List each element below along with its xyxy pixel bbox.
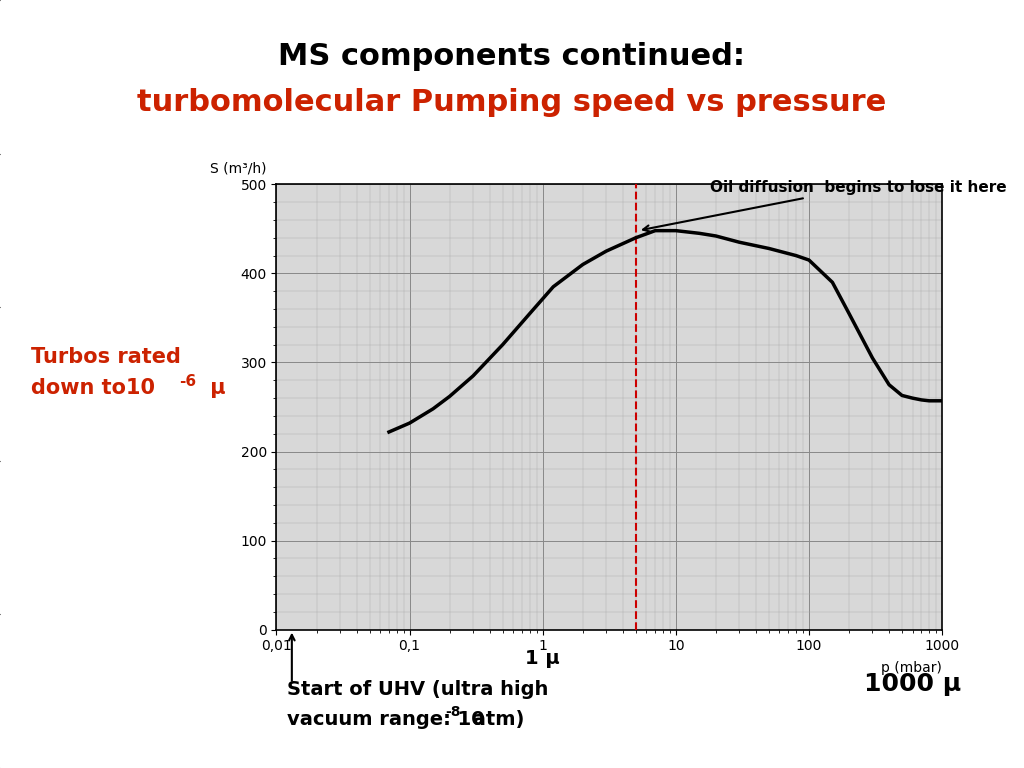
Text: MS components continued:: MS components continued: [279,42,745,71]
Text: 1000 μ: 1000 μ [864,672,962,696]
Text: -8: -8 [445,705,461,719]
Text: Turbos rated: Turbos rated [31,347,180,367]
Text: down to10: down to10 [31,378,155,398]
Text: S (m³/h): S (m³/h) [210,161,266,175]
Text: vacuum range: 10: vacuum range: 10 [287,710,484,730]
Text: μ: μ [203,378,225,398]
Text: Oil diffusion  begins to lose it here: Oil diffusion begins to lose it here [643,180,1007,231]
Text: Start of UHV (ultra high: Start of UHV (ultra high [287,680,548,699]
Text: turbomolecular Pumping speed vs pressure: turbomolecular Pumping speed vs pressure [137,88,887,118]
Text: 1 μ: 1 μ [525,649,560,668]
Text: -6: -6 [179,374,197,389]
Text: atm): atm) [466,710,524,730]
Text: p (mbar): p (mbar) [882,661,942,675]
